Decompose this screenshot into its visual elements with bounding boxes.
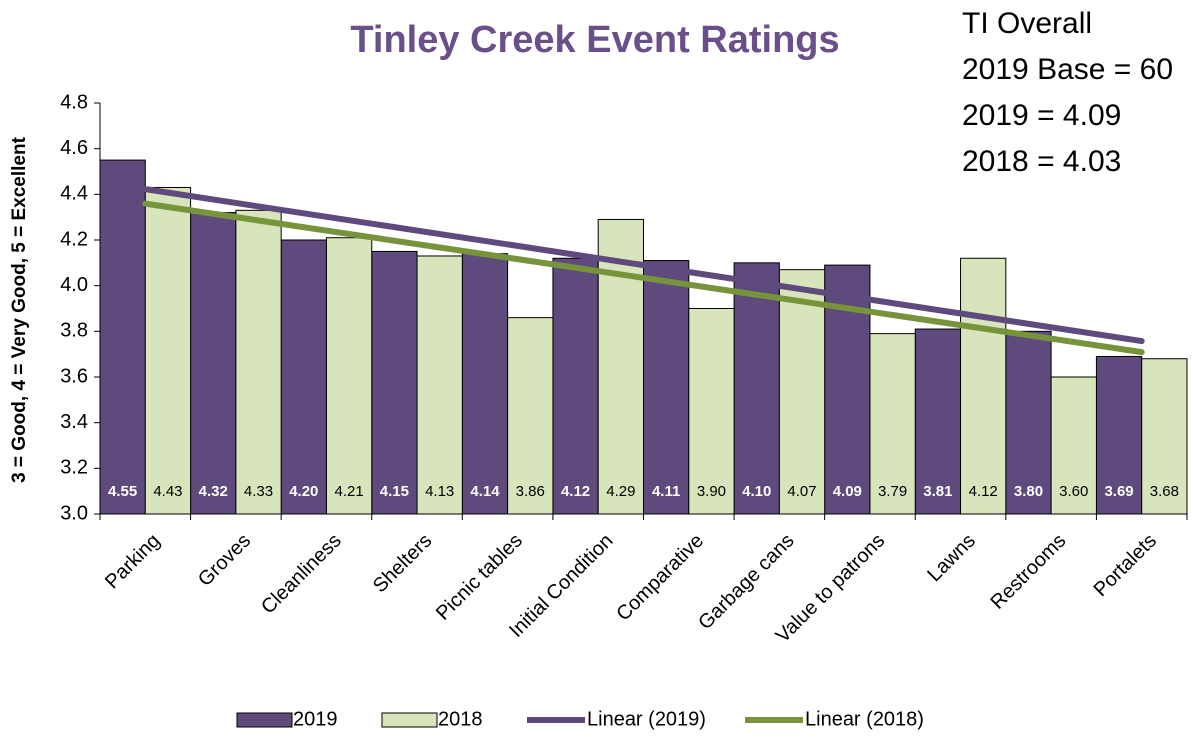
bar (99, 159, 146, 515)
bar (190, 212, 237, 515)
legend-label: Linear (2018) (805, 708, 924, 730)
data-label: 4.14 (470, 483, 500, 500)
data-label: 4.43 (153, 483, 182, 500)
data-label: 4.21 (335, 483, 364, 500)
data-label: 4.13 (425, 483, 454, 500)
y-tick-label: 3.2 (60, 457, 88, 479)
bar (280, 239, 327, 515)
bar (325, 237, 373, 515)
bar (1141, 358, 1188, 515)
data-label: 3.90 (697, 483, 726, 500)
y-tick-label: 4.0 (60, 274, 88, 296)
annotation: 2018 = 4.03 (962, 145, 1121, 178)
bar (960, 257, 1007, 515)
data-label: 4.10 (742, 483, 771, 500)
bar (778, 269, 826, 515)
bar (552, 257, 599, 515)
data-label: 4.11 (652, 483, 680, 500)
y-axis-label: 3 = Good, 4 = Very Good, 5 = Excellent (9, 136, 30, 483)
legend-label: 2018 (438, 708, 483, 730)
y-tick-label: 3.8 (60, 320, 88, 342)
legend-label: 2019 (293, 708, 338, 730)
trendline (142, 200, 1145, 356)
trendline (142, 186, 1145, 345)
x-tick-label: Shelters (369, 530, 436, 597)
legend-label: Linear (2019) (587, 708, 706, 730)
bar (416, 255, 463, 515)
y-tick-label: 3.6 (60, 365, 88, 387)
data-label: 4.55 (108, 483, 137, 500)
data-label: 3.69 (1104, 483, 1133, 500)
data-label: 4.07 (787, 483, 816, 500)
x-tick-label: Groves (194, 530, 255, 591)
bar (824, 264, 871, 515)
data-label: 4.15 (380, 483, 409, 500)
legend-swatch (381, 712, 438, 728)
data-label: 4.33 (244, 483, 273, 500)
annotation: 2019 Base = 60 (962, 53, 1173, 86)
data-label: 4.12 (561, 483, 590, 500)
x-tick-label: Picnic tables (432, 530, 527, 625)
bar (507, 317, 554, 515)
y-tick-label: 3.4 (60, 411, 88, 433)
bar (643, 260, 690, 515)
data-label: 3.80 (1014, 483, 1043, 500)
chart-title: Tinley Creek Event Ratings (350, 19, 839, 61)
bar (688, 308, 735, 515)
data-label: 3.79 (878, 483, 907, 500)
data-label: 4.29 (606, 483, 635, 500)
annotation: 2019 = 4.09 (962, 99, 1121, 132)
data-label: 3.81 (923, 483, 952, 500)
y-tick-label: 4.6 (60, 137, 88, 159)
x-tick-label: Portalets (1090, 530, 1161, 601)
data-label: 4.20 (289, 483, 318, 500)
data-label: 3.68 (1150, 483, 1179, 500)
y-tick-label: 4.8 (60, 91, 88, 113)
annotation: TI Overall (962, 7, 1092, 40)
data-label: 4.09 (833, 483, 862, 500)
data-label: 3.60 (1059, 483, 1088, 500)
x-tick-label: Parking (101, 530, 165, 594)
bar (144, 186, 192, 515)
y-tick-label: 4.2 (60, 228, 88, 250)
data-label: 3.86 (516, 483, 545, 500)
x-tick-label: Comparative (612, 530, 708, 626)
x-tick-label: Cleanliness (257, 530, 346, 619)
bar (371, 250, 418, 515)
x-tick-label: Garbage cans (694, 530, 798, 634)
data-label: 4.12 (969, 483, 998, 500)
bar (461, 253, 509, 515)
bar (235, 209, 282, 515)
bar (869, 333, 916, 515)
x-tick-label: Lawns (923, 530, 979, 586)
y-tick-label: 4.4 (60, 183, 88, 205)
data-label: 4.32 (199, 483, 228, 500)
x-tick-label: Restrooms (986, 530, 1070, 614)
legend-swatch (236, 712, 293, 728)
y-tick-label: 3.0 (60, 502, 88, 524)
bar (1050, 376, 1097, 515)
bar (733, 262, 780, 515)
bar (597, 218, 644, 515)
